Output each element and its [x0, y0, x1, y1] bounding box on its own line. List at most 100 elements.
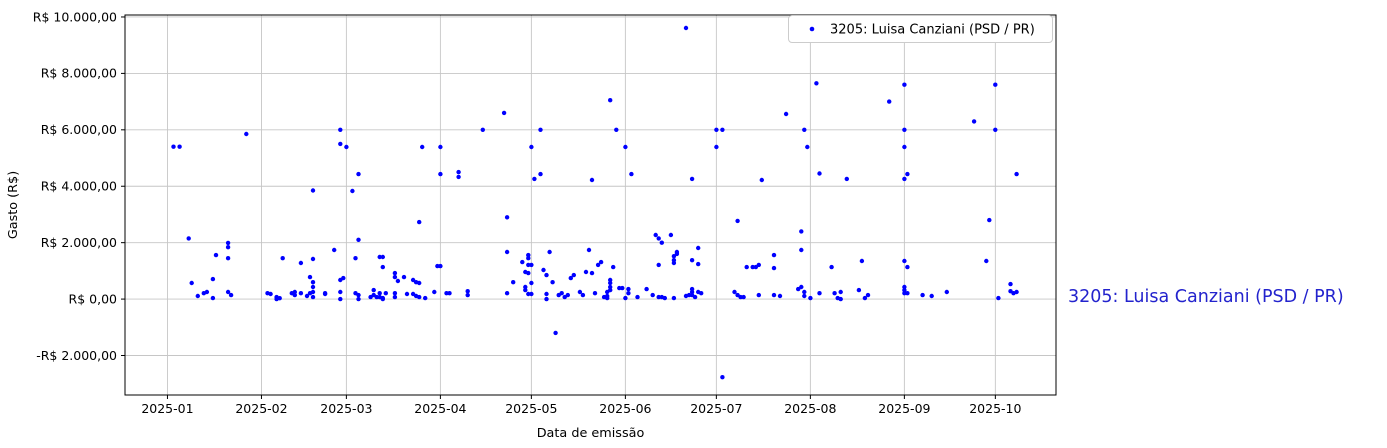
y-tick-label: R$ 2.000,00	[41, 235, 117, 250]
data-point	[504, 215, 510, 220]
data-point	[465, 289, 470, 294]
data-point	[195, 293, 200, 299]
data-point	[759, 177, 764, 183]
data-point	[902, 82, 907, 87]
data-point	[620, 285, 625, 291]
data-point	[856, 287, 862, 293]
data-point	[689, 289, 695, 295]
data-point	[668, 232, 674, 238]
axis-ticks	[121, 16, 996, 399]
data-point	[605, 295, 610, 301]
data-point	[523, 287, 528, 293]
data-point	[171, 144, 176, 149]
data-point	[304, 293, 310, 299]
data-point	[526, 270, 531, 276]
data-point	[210, 276, 216, 282]
data-point	[1014, 171, 1019, 177]
data-point	[735, 218, 740, 224]
legend-box	[788, 15, 1053, 43]
y-axis-title: Gasto (R$)	[6, 171, 21, 239]
data-point	[783, 111, 789, 117]
data-point	[377, 254, 382, 260]
data-point	[501, 110, 507, 116]
data-point	[353, 256, 358, 261]
data-point	[177, 144, 182, 149]
data-point	[714, 127, 719, 132]
data-point	[420, 144, 425, 150]
data-point	[720, 127, 725, 132]
data-point	[356, 171, 361, 177]
data-point	[589, 270, 595, 276]
data-point	[538, 171, 543, 177]
data-point	[504, 291, 510, 296]
series-side-label: 3205: Luisa Canziani (PSD / PR)	[1068, 287, 1344, 307]
y-tick-labels: R$ 10.000,00 R$ 8.000,00 R$ 6.000,00 R$ 4.0…	[33, 9, 117, 363]
data-point	[905, 264, 910, 270]
data-point	[971, 119, 977, 124]
legend-label: 3205: Luisa Canziani (PSD / PR)	[830, 22, 1035, 37]
data-point	[671, 260, 677, 266]
data-point	[611, 264, 616, 270]
y-tick-label: -R$ 2.000,00	[36, 348, 117, 363]
data-point	[993, 82, 998, 87]
data-point	[859, 258, 865, 264]
data-point	[310, 289, 316, 295]
data-point	[338, 296, 343, 302]
data-point	[529, 144, 534, 150]
data-point	[814, 81, 819, 86]
data-point	[744, 264, 749, 270]
data-points	[171, 25, 1019, 380]
data-point	[902, 176, 907, 182]
data-point	[844, 176, 849, 182]
data-point	[732, 289, 737, 295]
data-point	[189, 280, 194, 286]
data-point	[623, 144, 628, 150]
data-point	[438, 144, 443, 150]
data-point	[292, 289, 297, 295]
data-point	[996, 295, 1001, 301]
data-point	[671, 254, 677, 259]
data-point	[902, 284, 907, 290]
data-point	[838, 289, 843, 295]
data-point	[929, 293, 934, 299]
data-point	[417, 219, 422, 225]
data-point	[696, 245, 701, 251]
y-tick-label: R$ 4.000,00	[41, 179, 117, 194]
data-point	[432, 289, 437, 295]
data-point	[529, 291, 534, 297]
data-point	[280, 256, 285, 261]
data-point	[817, 171, 822, 176]
data-point	[532, 176, 537, 182]
data-point	[213, 252, 219, 258]
data-point	[550, 280, 555, 285]
data-point	[204, 289, 210, 295]
grid-lines	[125, 15, 1056, 395]
data-point	[650, 292, 655, 298]
data-point	[277, 296, 282, 301]
scatter-chart: R$ 10.000,00 R$ 8.000,00 R$ 6.000,00 R$ 4.0…	[6, 9, 1057, 441]
data-point	[592, 291, 598, 296]
data-point	[623, 295, 628, 301]
data-point	[480, 127, 485, 132]
data-point	[689, 176, 695, 182]
data-point	[577, 289, 583, 295]
data-point	[380, 264, 385, 270]
x-tick-label: 2025-08	[784, 401, 836, 416]
data-point	[699, 291, 704, 296]
data-point	[565, 292, 570, 298]
data-point	[750, 264, 755, 270]
data-point	[438, 171, 443, 177]
data-point	[608, 98, 613, 103]
y-tick-label: R$ 6.000,00	[41, 122, 117, 137]
data-point	[356, 296, 361, 302]
data-point	[332, 247, 337, 253]
y-tick-label: R$ 8.000,00	[41, 66, 117, 81]
data-point	[626, 291, 631, 296]
data-point	[692, 294, 698, 300]
data-point	[417, 280, 422, 286]
data-point	[526, 256, 531, 261]
data-point	[662, 295, 667, 301]
data-point	[244, 131, 249, 137]
data-point	[671, 295, 677, 301]
